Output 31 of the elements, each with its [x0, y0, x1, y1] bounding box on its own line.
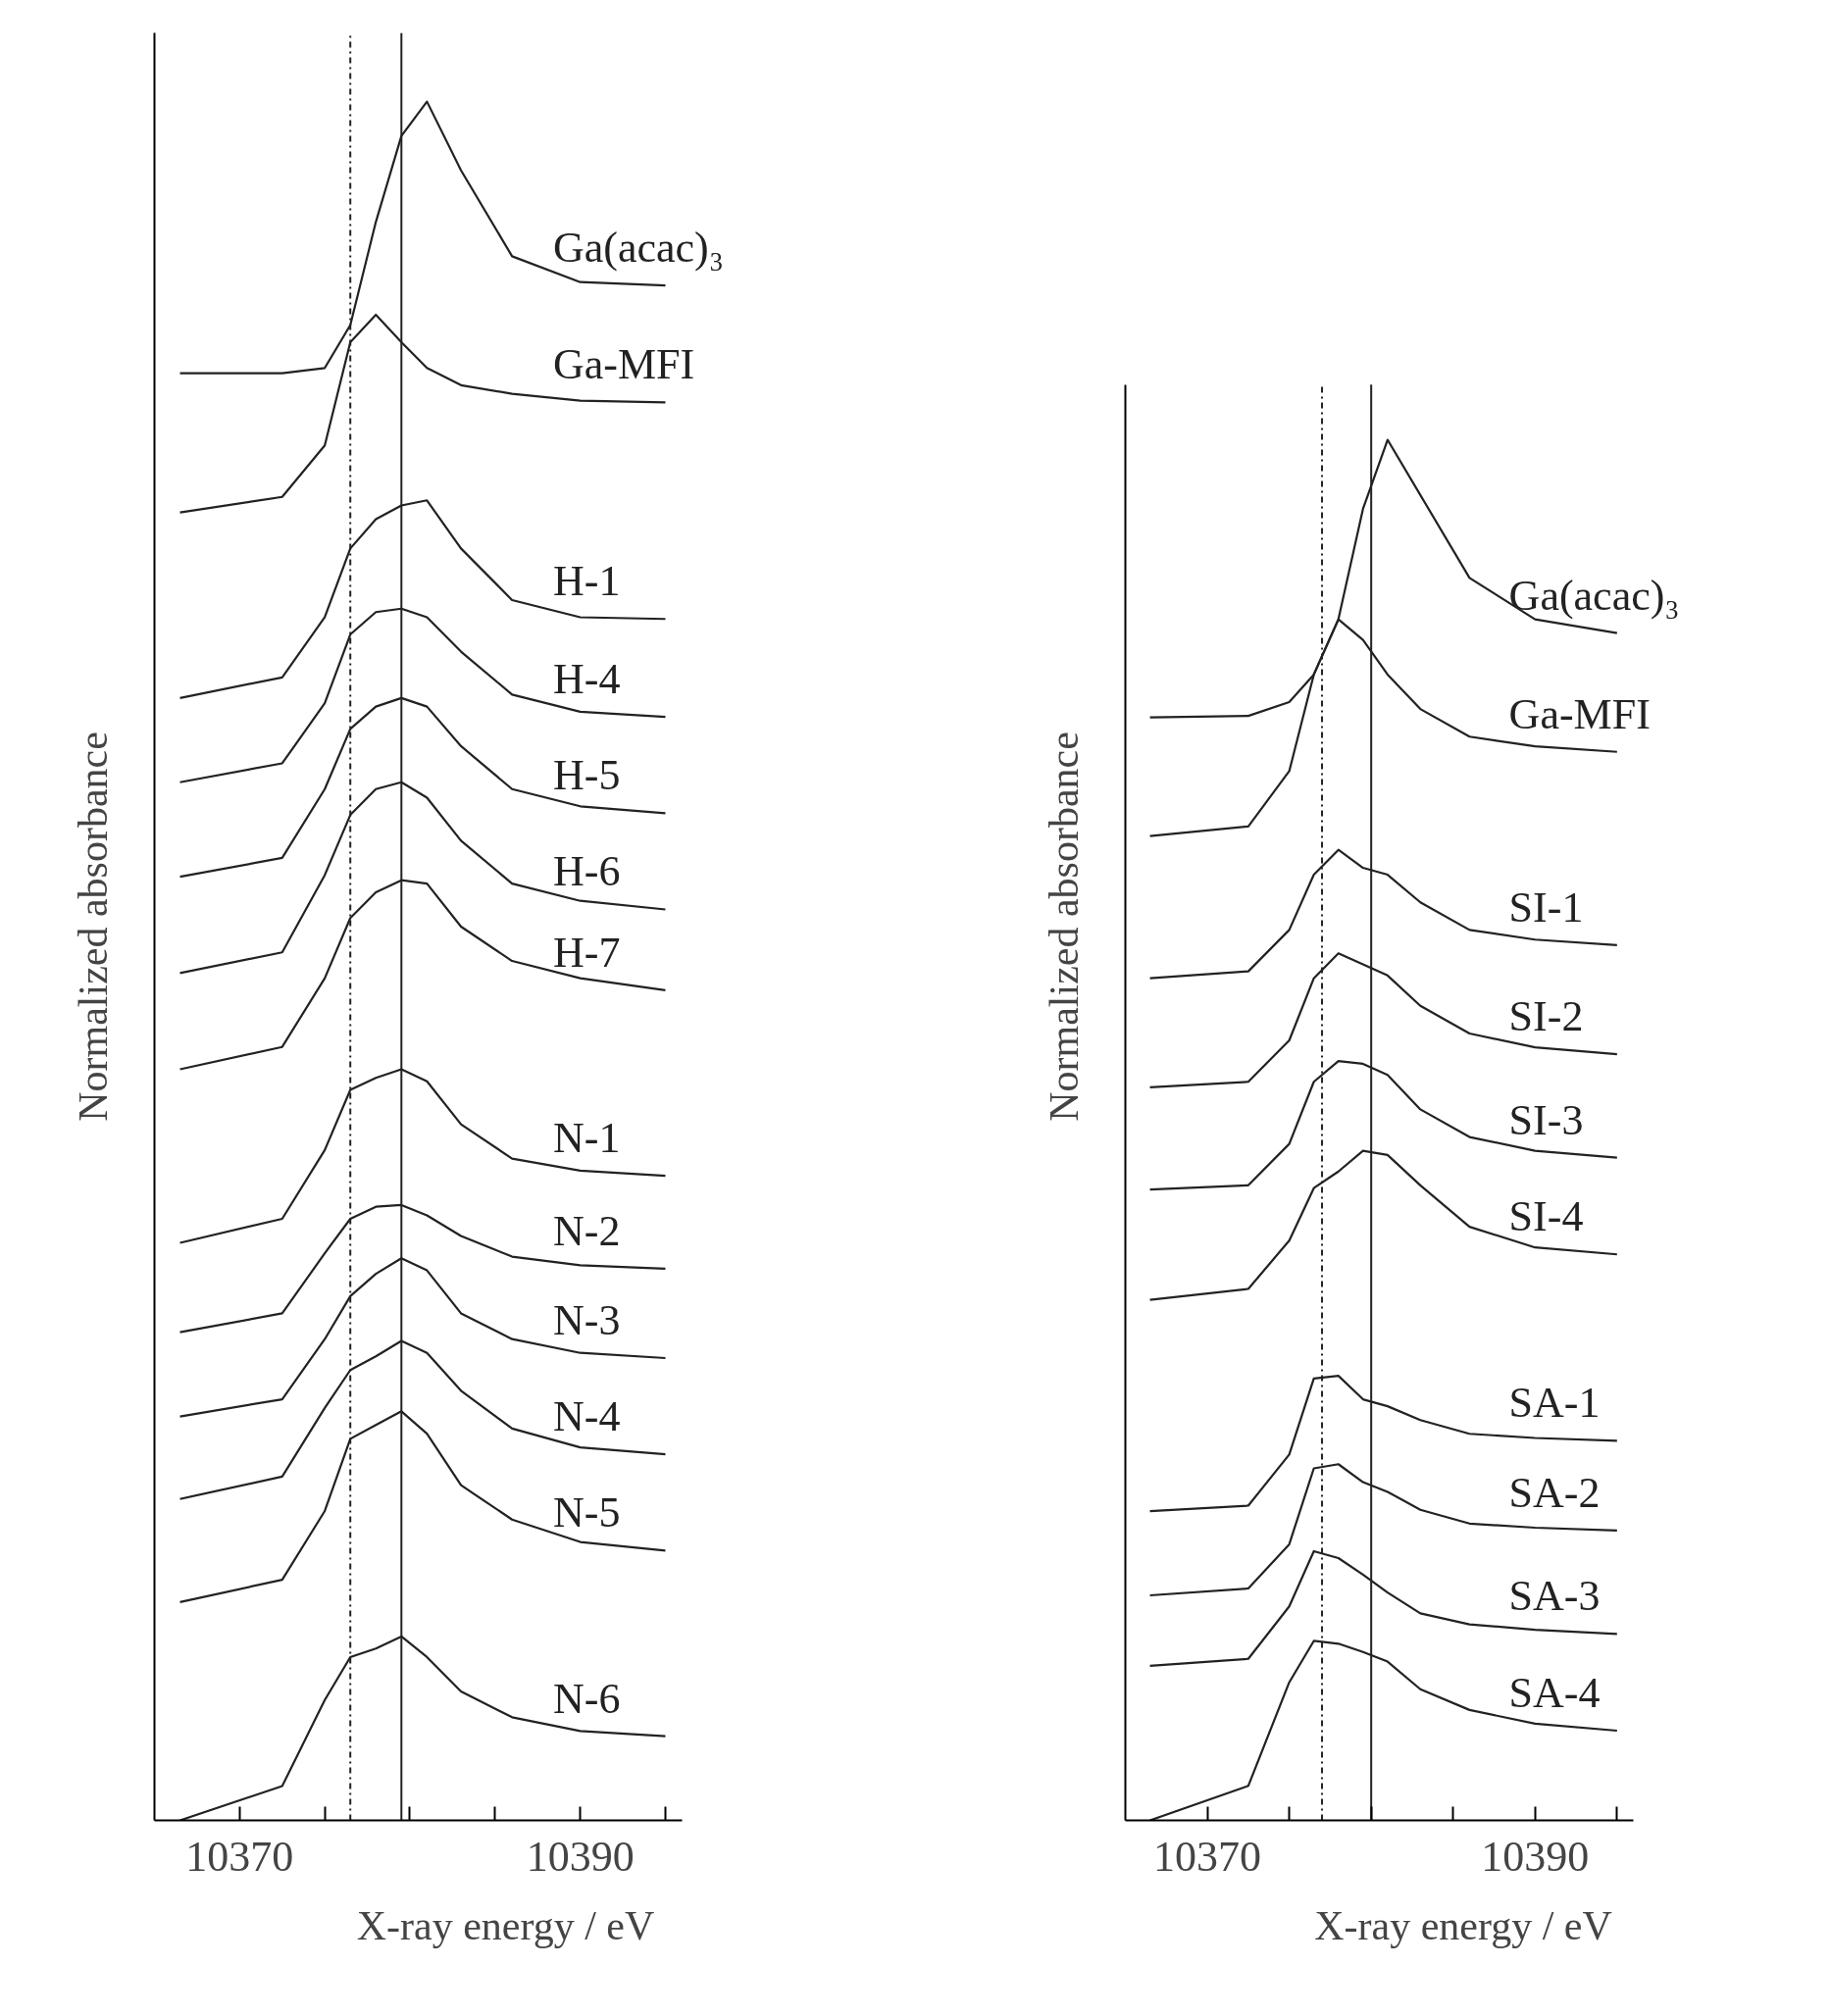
- series-label: N-2: [552, 1206, 621, 1255]
- series-label: SI-2: [1508, 992, 1584, 1041]
- series-label: Ga-MFI: [1508, 689, 1651, 738]
- x-tick-label: 10370: [185, 1832, 294, 1881]
- series-label: H-7: [552, 928, 621, 977]
- x-tick-label: 10390: [1481, 1832, 1590, 1881]
- series-label: H-5: [552, 751, 621, 800]
- series-label: SA-1: [1508, 1379, 1601, 1428]
- series-label: SA-4: [1508, 1668, 1601, 1717]
- series-label: N-5: [552, 1488, 621, 1537]
- series-label: H-4: [552, 655, 621, 704]
- series-label: Ga(acac)₃: [552, 224, 725, 273]
- series-label: SI-1: [1508, 882, 1584, 932]
- series-label: N-4: [552, 1392, 621, 1441]
- y-axis-title: Normalized absorbance: [1041, 731, 1087, 1122]
- x-axis-title: X-ray energy / eV: [1314, 1902, 1612, 1948]
- y-axis-title: Normalized absorbance: [70, 731, 116, 1122]
- series-label: H-1: [552, 557, 621, 606]
- series-label: N-1: [552, 1114, 621, 1163]
- series-label: Ga(acac)₃: [1508, 571, 1680, 620]
- series-label: SI-4: [1508, 1192, 1584, 1241]
- series-label: N-6: [552, 1674, 621, 1723]
- x-tick-label: 10370: [1153, 1832, 1262, 1881]
- x-axis-title: X-ray energy / eV: [356, 1902, 655, 1948]
- series-label: Ga-MFI: [552, 340, 695, 389]
- series-label: H-6: [552, 847, 621, 896]
- series-label: SA-2: [1508, 1468, 1601, 1517]
- series-label: N-3: [552, 1295, 621, 1344]
- series-label: SA-3: [1508, 1572, 1601, 1621]
- x-tick-label: 10390: [526, 1832, 635, 1881]
- series-label: SI-3: [1508, 1095, 1584, 1144]
